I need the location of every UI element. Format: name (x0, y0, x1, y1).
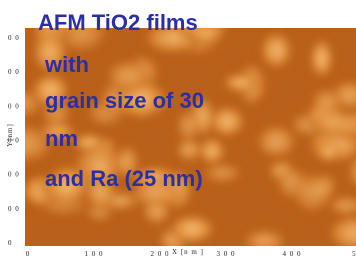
overlay-line: with (44, 52, 89, 77)
x-tick-label: 2 0 0 (151, 250, 170, 258)
grain (168, 215, 216, 246)
grain (290, 173, 335, 217)
y-tick-label: 0 0 (8, 205, 20, 213)
y-tick-label: 0 0 (8, 34, 20, 42)
grain (315, 141, 342, 164)
grain (255, 126, 298, 161)
x-tick-label: 1 0 0 (85, 250, 104, 258)
y-tick-label: 0 (8, 239, 13, 247)
overlay-line: and Ra (25 nm) (45, 166, 203, 191)
grain (141, 199, 171, 227)
y-tick-label: 0 0 (8, 171, 20, 179)
overlay-line: nm (45, 126, 78, 151)
grain (222, 74, 259, 94)
x-tick-label: 4 0 0 (283, 250, 302, 258)
overlay-line: grain size of 30 (45, 88, 204, 113)
x-tick-label: 3 0 0 (217, 250, 236, 258)
grain (201, 164, 243, 185)
grain (259, 33, 293, 72)
y-tick-label: 0 0 (8, 102, 20, 110)
page: {"overlay": {"lines": ["AFM TiO2 films",… (0, 0, 356, 258)
overlay-line: AFM TiO2 films (38, 10, 198, 35)
grain (310, 40, 334, 82)
x-tick-label: 0 (26, 250, 31, 258)
x-axis-label: X [n m ] (172, 248, 204, 256)
y-tick-label: 0 0 (8, 68, 20, 76)
grain (310, 89, 343, 114)
grain (176, 110, 200, 145)
screenshot: AFM TiO2 films with grain size of 30 nm and … (0, 0, 356, 258)
y-axis-label: Y[nm] (6, 123, 14, 147)
grain (242, 230, 288, 257)
grain (198, 138, 226, 167)
x-tick-label: 5 0 (352, 250, 356, 258)
